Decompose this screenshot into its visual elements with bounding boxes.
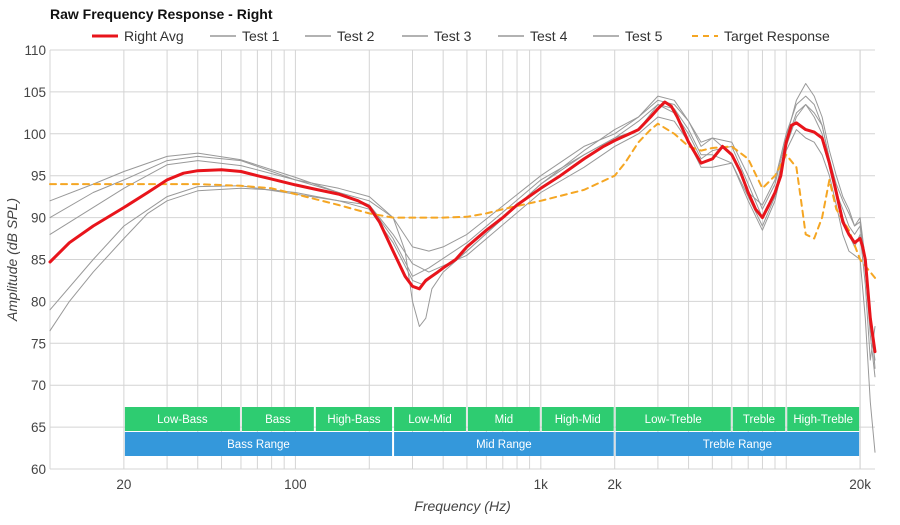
band-label: High-Treble	[793, 414, 853, 426]
band-label: High-Bass	[327, 414, 380, 426]
x-tick-label: 100	[284, 477, 307, 492]
series-line-test-2	[49, 116, 876, 453]
y-tick-label: 95	[31, 169, 46, 184]
x-axis-title: Frequency (Hz)	[414, 498, 510, 514]
x-tick-label: 1k	[534, 477, 549, 492]
y-tick-label: 85	[31, 253, 46, 268]
band-label: Treble	[743, 414, 775, 426]
band-box	[124, 432, 393, 456]
chart-title: Raw Frequency Response - Right	[50, 6, 273, 22]
x-tick-label: 2k	[608, 477, 623, 492]
series-line-target-response	[49, 122, 876, 279]
band-box	[541, 407, 614, 431]
y-tick-label: 75	[31, 336, 46, 351]
band-label: Mid Range	[476, 439, 532, 451]
band-box	[394, 432, 614, 456]
y-tick-label: 90	[31, 211, 46, 226]
series-line-right-avg	[48, 100, 877, 354]
y-tick-label: 70	[31, 378, 46, 393]
legend-label: Test 3	[434, 28, 472, 44]
band-label: Bass	[265, 414, 291, 426]
band-label: Treble Range	[703, 439, 772, 451]
band-box	[394, 407, 466, 431]
x-tick-label: 20k	[849, 477, 871, 492]
band-label: Low-Treble	[645, 414, 702, 426]
legend-label: Test 5	[625, 28, 663, 44]
band-label: Mid	[495, 414, 514, 426]
x-tick-label: 20	[116, 477, 131, 492]
y-tick-label: 80	[31, 294, 46, 309]
legend-label: Test 4	[530, 28, 568, 44]
band-box	[124, 407, 240, 431]
band-box	[615, 407, 731, 431]
band-box	[315, 407, 393, 431]
band-label: Low-Mid	[408, 414, 451, 426]
y-tick-label: 105	[23, 85, 46, 100]
series-line-test-4	[49, 95, 876, 369]
band-box	[467, 407, 540, 431]
band-box	[787, 407, 860, 431]
band-box	[615, 432, 860, 456]
band-label: High-Mid	[555, 414, 601, 426]
legend-label: Target Response	[724, 28, 830, 44]
band-box	[732, 407, 786, 431]
y-tick-label: 60	[31, 462, 46, 477]
y-axis-title: Amplitude (dB SPL)	[4, 198, 20, 322]
series-line-test-5	[49, 83, 876, 378]
y-tick-label: 110	[24, 43, 46, 58]
legend-label: Test 1	[242, 28, 280, 44]
y-tick-label: 100	[23, 127, 46, 142]
legend-label: Right Avg	[124, 28, 184, 44]
band-label: Bass Range	[227, 439, 290, 451]
y-tick-label: 65	[31, 420, 46, 435]
band-label: Low-Bass	[157, 414, 208, 426]
legend-label: Test 2	[337, 28, 375, 44]
band-box	[241, 407, 314, 431]
